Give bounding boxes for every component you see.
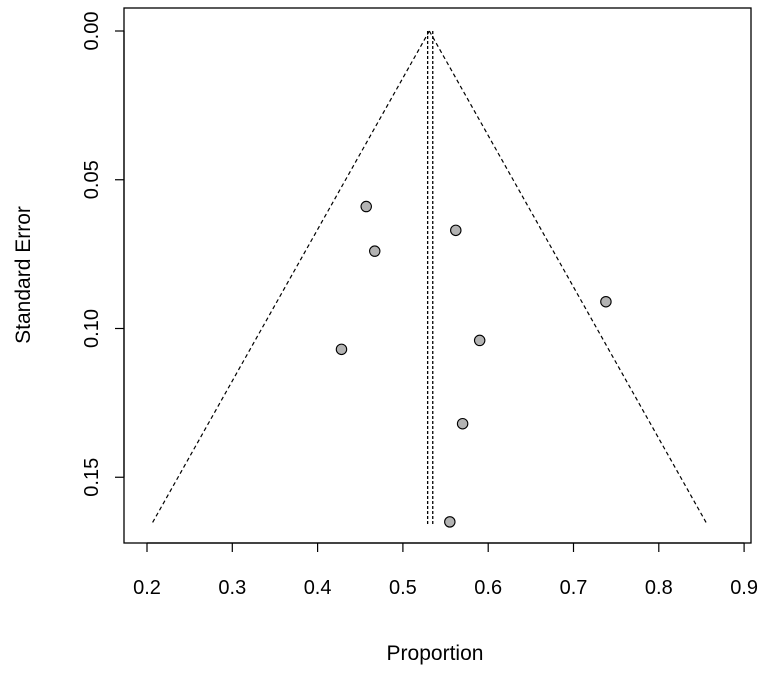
y-tick-label: 0.00 [81,12,103,51]
y-tick-label: 0.10 [81,309,103,348]
data-point [456,417,469,430]
data-point [600,295,612,308]
x-tick-label: 0.8 [645,577,673,599]
data-point [473,334,486,347]
y-axis-label: Standard Error [12,206,35,344]
x-axis-label: Proportion [387,642,484,665]
plot-frame [123,7,752,544]
x-tick-label: 0.9 [730,577,758,599]
data-points [335,200,612,528]
funnel-left-line [150,30,430,526]
data-point [360,200,372,213]
y-axis: 0.00 0.05 0.10 0.15 [81,12,125,497]
reference-lines [426,31,434,525]
y-tick-label: 0.05 [81,160,103,199]
funnel-lines [150,30,708,526]
data-point [450,224,462,237]
x-tick-label: 0.7 [560,577,588,599]
x-axis: 0.2 0.3 0.4 0.5 0.6 0.7 0.8 0.9 [133,542,758,599]
y-tick-label: 0.15 [81,458,103,497]
x-tick-label: 0.3 [218,577,246,599]
x-tick-label: 0.2 [133,577,161,599]
x-tick-label: 0.4 [304,577,332,599]
data-point [335,343,348,356]
x-tick-label: 0.5 [389,577,417,599]
funnel-right-line [428,30,708,526]
data-point [444,516,456,528]
x-tick-label: 0.6 [474,577,502,599]
data-point [369,245,381,257]
